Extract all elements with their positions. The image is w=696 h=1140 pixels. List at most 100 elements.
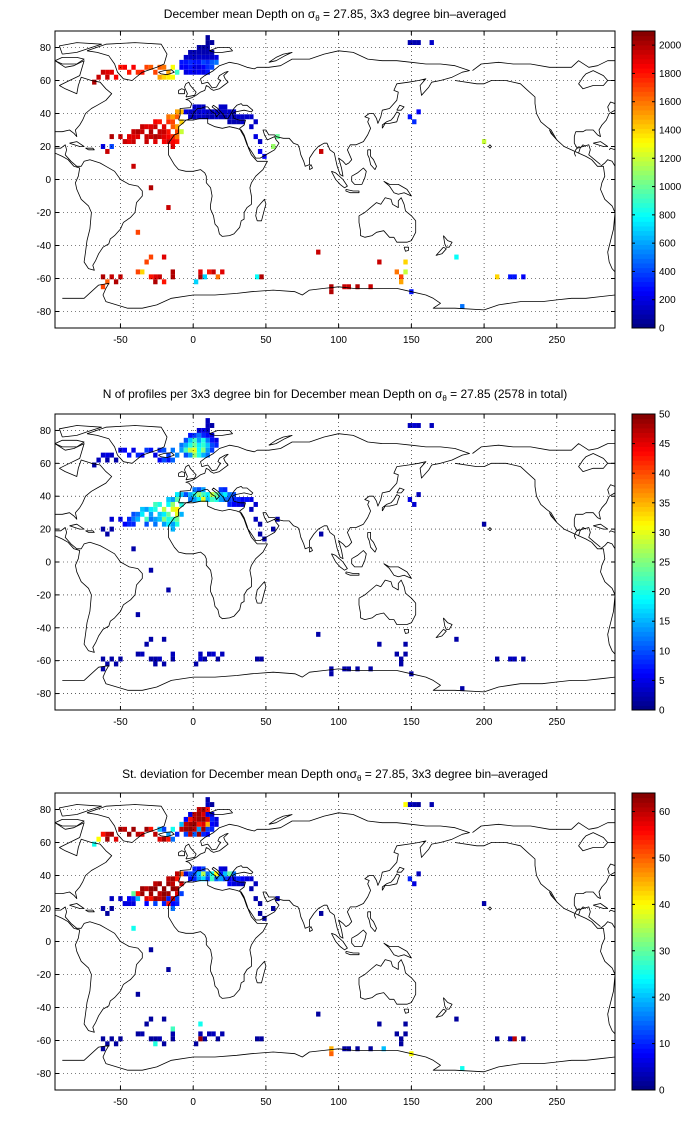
bin-cell — [192, 442, 197, 448]
x-tick-label: 200 — [476, 335, 493, 346]
y-tick-label: 20 — [40, 525, 52, 536]
bin-cell — [144, 886, 149, 892]
colorbar-tick-label: 20 — [659, 993, 671, 1004]
bin-cell — [175, 124, 180, 130]
bin-cell — [153, 124, 158, 130]
colorbar-segment — [632, 460, 655, 466]
bin-cell — [179, 891, 184, 897]
bin-cell — [170, 876, 175, 882]
bin-cell — [399, 1036, 404, 1042]
bin-cell — [399, 279, 404, 285]
colorbar-segment — [632, 1020, 655, 1026]
colorbar-segment — [632, 899, 655, 905]
bin-cell — [257, 910, 263, 916]
bin-cell — [161, 896, 167, 902]
bin-cell — [131, 64, 136, 70]
bin-cell — [179, 64, 184, 70]
bin-cell — [100, 1036, 106, 1042]
bin-cell — [198, 269, 203, 275]
bin-cell — [196, 871, 202, 877]
coastline — [443, 997, 453, 1010]
colorbar-segment — [632, 1015, 655, 1021]
colorbar-segment — [632, 1057, 655, 1063]
coastline — [358, 579, 417, 625]
colorbar-segment — [632, 318, 655, 324]
colorbar-segment — [632, 170, 655, 176]
coastline — [69, 523, 85, 530]
bin-cell — [205, 437, 210, 443]
bin-cell — [127, 521, 132, 527]
colorbar-tick-label: 600 — [659, 239, 676, 250]
colorbar-segment — [632, 91, 655, 97]
colorbar-tick-label: 40 — [659, 900, 671, 911]
bin-cell — [454, 1016, 459, 1022]
bin-cell — [153, 274, 158, 280]
colorbar-frame — [631, 792, 656, 1091]
bin-cell — [205, 423, 210, 428]
bin-cell — [223, 109, 228, 115]
colorbar-segment — [632, 562, 655, 568]
y-tick-label: 40 — [40, 492, 52, 503]
bin-cell — [175, 109, 180, 115]
coastline — [578, 453, 615, 472]
bin-cell — [196, 442, 202, 448]
coastline — [268, 52, 293, 63]
bin-cell — [198, 1036, 203, 1042]
bin-cell — [244, 497, 250, 502]
bin-cell — [329, 284, 334, 290]
coastline — [607, 974, 615, 1035]
bin-cell — [157, 896, 162, 902]
bin-cell — [253, 881, 258, 887]
bin-cell — [148, 1016, 154, 1022]
colorbar-segment — [632, 913, 655, 919]
bin-cell — [368, 666, 373, 672]
bin-cell — [319, 148, 324, 154]
bin-cell — [140, 269, 145, 275]
bin-cell — [127, 901, 132, 907]
bin-cell — [218, 497, 223, 502]
bin-cell — [109, 831, 114, 837]
bin-cell — [100, 274, 106, 280]
colorbar-segment — [632, 1038, 655, 1045]
bin-cell — [355, 284, 360, 290]
bin-cell — [148, 506, 154, 512]
colorbar-segment — [632, 179, 655, 185]
grid — [55, 793, 615, 1090]
colorbar-segment — [632, 936, 655, 942]
bin-cell — [118, 274, 123, 280]
bin-cell — [188, 826, 193, 832]
bin-cell — [192, 826, 197, 832]
bin-cell — [220, 1031, 225, 1037]
colorbar-segment — [632, 31, 655, 37]
bin-cell — [135, 831, 141, 837]
bin-cell — [170, 144, 175, 149]
coastline — [454, 462, 615, 596]
bin-cell — [157, 274, 162, 280]
bin-cell — [109, 1036, 114, 1042]
bin-cell — [201, 826, 206, 832]
bin-cell — [196, 816, 202, 822]
bin-cell — [92, 79, 97, 85]
bin-cell — [148, 656, 154, 662]
bin-cell — [157, 64, 162, 70]
bin-cell — [257, 521, 263, 527]
bin-cell — [188, 497, 193, 502]
bin-cell — [192, 104, 197, 110]
bin-cell — [214, 54, 219, 60]
colorbar-segment — [632, 437, 655, 443]
bin-cell — [201, 816, 206, 822]
bin-cell — [508, 1036, 513, 1042]
coastline — [158, 831, 175, 838]
bin-cell — [416, 40, 421, 46]
x-tick-label: -50 — [113, 717, 128, 728]
bin-cell — [166, 129, 171, 135]
bin-cell — [192, 876, 197, 882]
bin-cell — [170, 826, 175, 832]
colorbar-segment — [632, 885, 655, 891]
coastlines — [55, 42, 615, 311]
colorbar-segment — [632, 54, 655, 60]
colorbar-segment — [632, 165, 655, 171]
colorbar-segment — [632, 797, 655, 803]
bin-cell — [192, 69, 197, 75]
y-tick-label: -80 — [37, 689, 52, 700]
